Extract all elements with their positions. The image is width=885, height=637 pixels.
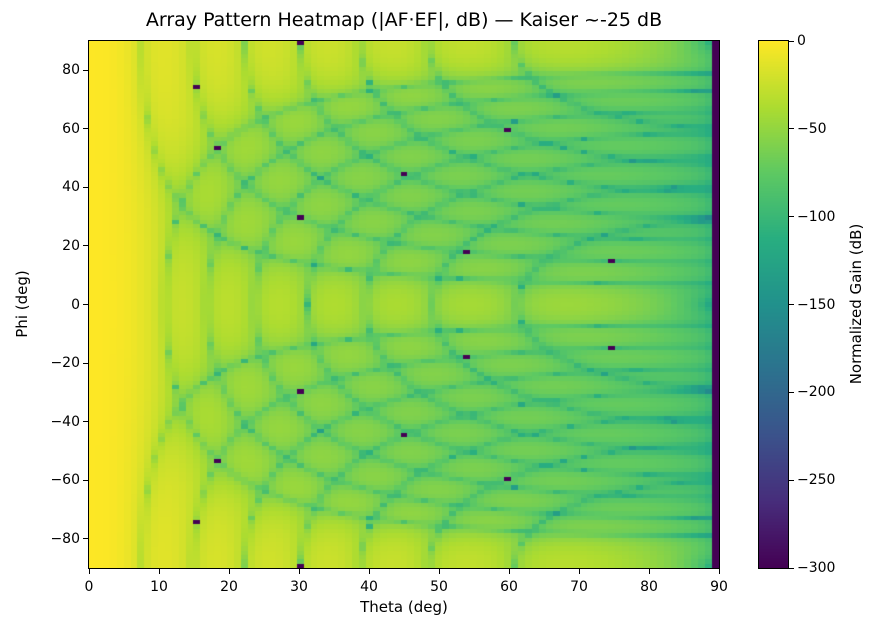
colorbar	[758, 40, 789, 569]
y-tick-label: −40	[50, 413, 80, 430]
y-tick-mark	[83, 186, 88, 188]
colorbar-tick-label: −50	[797, 120, 827, 137]
x-tick-label: 0	[84, 579, 94, 595]
colorbar-tick-label: −200	[797, 384, 836, 401]
colorbar-tick-label: −250	[797, 472, 836, 489]
x-tick-mark	[718, 569, 720, 574]
y-tick-label: −80	[50, 530, 80, 547]
chart-title: Array Pattern Heatmap (|AF·EF|, dB) — Ka…	[145, 9, 663, 31]
x-tick-label: 60	[500, 579, 518, 595]
x-tick-mark	[438, 569, 440, 574]
y-tick-mark	[83, 128, 88, 130]
colorbar-label: Normalized Gain (dB)	[847, 223, 865, 385]
x-tick-label: 80	[640, 579, 658, 595]
x-tick-mark	[228, 569, 230, 574]
y-tick-label: 80	[62, 62, 80, 79]
colorbar-tick-mark	[789, 128, 794, 130]
y-tick-mark	[83, 421, 88, 423]
colorbar-tick-label: −150	[797, 296, 836, 313]
plot-area	[88, 40, 720, 569]
x-axis-label: Theta (deg)	[360, 598, 448, 616]
x-tick-mark	[158, 569, 160, 574]
x-tick-label: 90	[710, 579, 728, 595]
x-tick-label: 50	[430, 579, 448, 595]
colorbar-tick-mark	[789, 567, 794, 569]
x-tick-mark	[578, 569, 580, 574]
colorbar-tick-mark	[789, 40, 794, 42]
colorbar-tick-mark	[789, 216, 794, 218]
x-tick-mark	[298, 569, 300, 574]
colorbar-tick-label: −100	[797, 208, 836, 225]
heatmap-canvas	[89, 41, 719, 568]
colorbar-canvas	[759, 41, 788, 568]
y-tick-mark	[83, 245, 88, 247]
colorbar-tick-mark	[789, 479, 794, 481]
colorbar-tick-mark	[789, 304, 794, 305]
x-tick-mark	[88, 569, 90, 574]
y-tick-mark	[83, 479, 88, 481]
y-tick-mark	[83, 304, 88, 305]
x-tick-label: 20	[220, 579, 238, 595]
y-tick-label: 60	[62, 120, 80, 137]
colorbar-tick-mark	[789, 391, 794, 393]
y-tick-label: −20	[50, 355, 80, 372]
x-tick-label: 30	[290, 579, 308, 595]
x-tick-label: 40	[360, 579, 378, 595]
y-tick-label: 20	[62, 237, 80, 254]
x-tick-mark	[368, 569, 370, 574]
y-axis-label: Phi (deg)	[13, 270, 31, 338]
x-tick-mark	[648, 569, 650, 574]
x-tick-label: 10	[150, 579, 168, 595]
x-tick-mark	[508, 569, 510, 574]
y-tick-label: 0	[71, 296, 80, 313]
y-tick-mark	[83, 362, 88, 364]
y-tick-label: 40	[62, 179, 80, 196]
x-tick-label: 70	[570, 579, 588, 595]
colorbar-tick-label: −300	[797, 560, 836, 576]
y-tick-mark	[83, 69, 88, 71]
colorbar-tick-label: 0	[797, 33, 806, 49]
y-tick-label: −60	[50, 472, 80, 489]
y-tick-mark	[83, 538, 88, 540]
